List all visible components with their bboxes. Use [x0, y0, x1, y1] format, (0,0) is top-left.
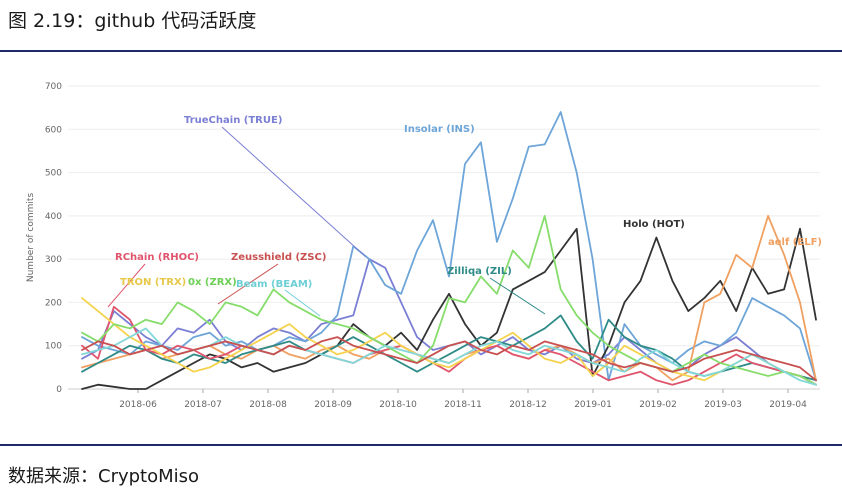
- x-axis: 2018-06 2018-07 2018-08 2018-09 2018-10 2018-…: [68, 388, 820, 410]
- y-tick-label: 200: [45, 298, 62, 308]
- annotation-leader: [217, 263, 279, 305]
- annotation-label: Beam (BEAM): [236, 279, 312, 290]
- series-lines: [81, 111, 817, 390]
- y-tick-label: 100: [45, 342, 62, 352]
- annotation-leader: [284, 289, 321, 317]
- annotation-label: Zilliqa (ZIL): [447, 266, 512, 277]
- x-tick-label: 2018-08: [249, 400, 287, 410]
- y-axis-label: Number of commits: [26, 193, 36, 283]
- annotation-label: Zeusshield (ZSC): [231, 252, 326, 263]
- x-tick-label: 2018-07: [184, 400, 222, 410]
- x-tick-label: 2018-11: [444, 400, 482, 410]
- series-line-9: [81, 336, 817, 382]
- annotation-label: aelf (ELF): [768, 237, 822, 248]
- x-tick-label: 2019-02: [639, 400, 677, 410]
- x-tick-label: 2018-06: [119, 400, 157, 410]
- top-rule: [0, 50, 842, 52]
- annotation-label: Holo (HOT): [623, 219, 685, 230]
- x-tick-label: 2019-04: [769, 400, 807, 410]
- annotation-label: Insolar (INS): [404, 124, 475, 135]
- source-note: 数据来源：CryptoMiso: [8, 466, 200, 487]
- series-line-7: [81, 214, 817, 386]
- y-tick-label: 400: [45, 212, 62, 222]
- x-tick-label: 2018-12: [509, 400, 547, 410]
- annotation-leader: [221, 126, 367, 258]
- x-tick-label: 2018-09: [314, 400, 352, 410]
- x-tick-label: 2018-10: [379, 400, 417, 410]
- annotation-label: RChain (RHOC): [115, 252, 199, 263]
- y-tick-label: 0: [56, 385, 62, 395]
- annotation-label: 0x (ZRX): [188, 277, 237, 288]
- annotation-label: TRON (TRX): [120, 277, 186, 288]
- y-tick-label: 300: [45, 255, 62, 265]
- y-tick-label: 700: [45, 82, 62, 92]
- x-tick-label: 2019-01: [574, 400, 612, 410]
- figure-title: 图 2.19：github 代码活跃度: [8, 10, 257, 32]
- bottom-rule: [0, 444, 842, 446]
- series-line-8: [81, 327, 817, 386]
- y-tick-label: 600: [45, 125, 62, 135]
- series-line-6: [81, 297, 817, 386]
- annotations: TrueChain (TRUE) Insolar (INS) Holo (HOT) a…: [107, 115, 822, 317]
- series-line-1: [81, 111, 817, 382]
- y-tick-label: 500: [45, 169, 62, 179]
- annotation-leader: [107, 263, 146, 308]
- annotation-label: TrueChain (TRUE): [184, 115, 282, 126]
- x-tick-label: 2019-03: [704, 400, 742, 410]
- annotation-leader: [489, 277, 546, 315]
- y-axis: 0 100 200 300 400 500 600 700 Number of commits: [26, 82, 62, 395]
